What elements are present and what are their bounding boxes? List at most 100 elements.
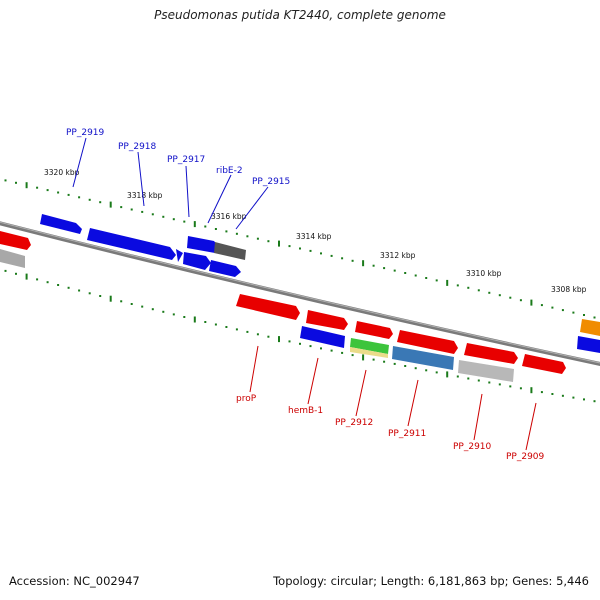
upper-scale-tick — [435, 279, 438, 282]
label-pp2909[interactable]: PP_2909 — [506, 452, 545, 462]
upper-scale-tick — [477, 289, 480, 292]
kbp-label-3314: 3314 kbp — [296, 232, 332, 241]
lower-scale-tick — [4, 269, 7, 272]
gene-left-gray[interactable] — [0, 249, 25, 268]
gene-red-3[interactable] — [355, 321, 393, 339]
genome-backbone-highlight — [0, 221, 600, 364]
topology-text: Topology: circular; Length: 6,181,863 bp… — [273, 574, 589, 588]
gene-red-4[interactable] — [397, 330, 458, 354]
label-ribe2[interactable]: ribE-2 — [216, 166, 243, 176]
label-pp2917[interactable]: PP_2917 — [167, 155, 205, 165]
lower-scale-tick — [214, 323, 217, 326]
label-pp2919[interactable]: PP_2919 — [66, 128, 105, 138]
gene-orange[interactable] — [580, 319, 600, 336]
upper-scale-tick — [383, 267, 386, 270]
gene-pp2910[interactable] — [458, 360, 514, 382]
lower-scale-tick — [67, 286, 70, 289]
upper-scale-tick — [120, 206, 123, 209]
gene-pp2917[interactable] — [187, 236, 219, 253]
upper-scale-tick — [162, 215, 165, 218]
lower-scale-tick — [351, 354, 354, 357]
upper-scale-tick — [372, 264, 375, 267]
gene-ribe2[interactable] — [214, 242, 246, 260]
lower-genes — [236, 294, 600, 382]
upper-scale-tick — [204, 225, 207, 228]
kbp-label-3312: 3312 kbp — [380, 251, 416, 260]
label-pp2911[interactable]: PP_2911 — [388, 429, 426, 439]
gene-red-5[interactable] — [464, 343, 518, 364]
lower-scale-tick — [593, 400, 596, 403]
gene-hemb1[interactable] — [300, 326, 345, 348]
upper-scale-tick — [214, 228, 217, 230]
lower-scale-tick — [25, 273, 28, 280]
lower-scale-tick — [404, 365, 407, 367]
label-pp2910[interactable]: PP_2910 — [453, 442, 492, 452]
label-pp2912[interactable]: PP_2912 — [335, 418, 373, 428]
kbp-label-3316: 3316 kbp — [211, 212, 247, 221]
upper-scale-tick — [425, 277, 428, 279]
upper-scale-tick — [362, 260, 365, 267]
upper-scale-tick — [414, 274, 417, 277]
lower-scale-tick — [204, 321, 207, 323]
lower-scale-tick — [141, 305, 144, 308]
upper-scale-tick — [404, 272, 407, 274]
lower-scale-tick — [320, 347, 322, 350]
lower-scale-tick — [383, 360, 386, 363]
lower-scale-tick — [193, 316, 196, 323]
label-pp2915[interactable]: PP_2915 — [252, 177, 290, 187]
upper-scale-tick — [151, 213, 154, 216]
gene-right-blue[interactable] — [577, 336, 600, 353]
lower-scale-tick — [341, 351, 344, 354]
gene-blue-lower-1[interactable] — [183, 252, 211, 270]
lower-scale-tick — [530, 387, 533, 394]
upper-scale-tick — [36, 186, 39, 189]
upper-scale-tick — [393, 269, 396, 272]
accession-text: Accession: NC_002947 — [9, 574, 140, 588]
lower-scale-tick — [467, 377, 470, 380]
upper-scale-tick — [446, 279, 449, 286]
label-hemb1[interactable]: hemB-1 — [288, 406, 323, 416]
upper-scale-tick — [351, 259, 354, 262]
label-pp2918[interactable]: PP_2918 — [118, 142, 157, 152]
gene-pp2909[interactable] — [522, 354, 566, 374]
gene-pp2912-yellow[interactable] — [350, 347, 388, 358]
upper-scale-tick — [572, 311, 575, 314]
upper-scale-tick — [46, 189, 49, 192]
gene-prop[interactable] — [236, 294, 300, 320]
upper-scale-tick — [256, 237, 259, 240]
upper-scale-tick — [235, 232, 238, 235]
lower-scale-tick — [583, 398, 585, 401]
upper-scale-tick — [509, 296, 512, 299]
lower-scale-tick — [267, 335, 270, 338]
upper-scale-tick — [193, 221, 196, 228]
gene-blue-lower-2[interactable] — [209, 260, 241, 277]
gene-small-blue[interactable] — [176, 249, 183, 262]
lower-scale-tick — [36, 278, 39, 281]
lower-scale-tick — [99, 295, 102, 297]
upper-scale-tick — [288, 245, 291, 248]
lower-scale-tick — [288, 340, 291, 343]
lower-scale-tick — [372, 358, 375, 361]
gene-pp2918[interactable] — [87, 228, 176, 260]
lower-scale-tick — [130, 303, 133, 305]
lower-scale-tick — [172, 313, 175, 316]
upper-scale-tick — [456, 284, 459, 287]
gene-left-red[interactable] — [0, 231, 31, 250]
label-prop[interactable]: proP — [236, 394, 257, 404]
upper-scale-tick — [15, 181, 17, 184]
upper-scale-tick — [530, 299, 533, 306]
lower-scale-tick — [246, 330, 249, 333]
upper-scale-tick — [467, 286, 470, 289]
lower-scale-tick — [120, 300, 123, 303]
lower-scale-tick — [561, 394, 564, 397]
kbp-label-3320: 3320 kbp — [44, 168, 80, 177]
lower-scale-tick — [235, 328, 238, 331]
upper-scale-tick — [561, 309, 564, 312]
gene-pp2911[interactable] — [392, 346, 454, 370]
upper-genes — [0, 214, 246, 277]
gene-pp2912-green[interactable] — [350, 338, 389, 354]
gene-pp2919[interactable] — [40, 214, 82, 234]
lower-scale-tick — [109, 295, 112, 302]
gene-red-2[interactable] — [306, 310, 348, 330]
